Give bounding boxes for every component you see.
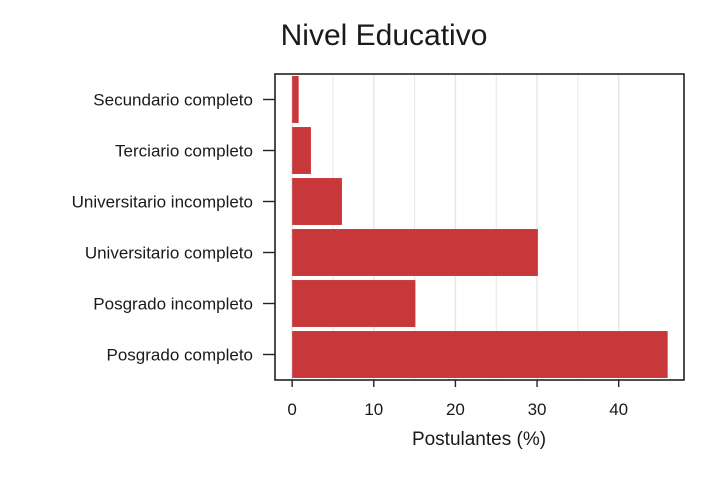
category-label: Secundario completo <box>93 91 253 110</box>
x-tick-label: 20 <box>446 400 465 419</box>
bars <box>292 76 668 378</box>
x-axis-title: Postulantes (%) <box>412 429 546 450</box>
x-tick-label: 10 <box>364 400 383 419</box>
x-tick-label: 40 <box>609 400 628 419</box>
category-label: Terciario completo <box>115 142 253 161</box>
x-tick-label: 0 <box>287 400 296 419</box>
bar <box>292 76 299 123</box>
bar <box>292 178 342 225</box>
category-label: Posgrado incompleto <box>93 295 253 314</box>
bar <box>292 331 668 378</box>
plot-frame <box>274 73 685 381</box>
bar <box>292 229 538 276</box>
bar <box>292 280 416 327</box>
x-axis: 0 10 20 30 40 <box>287 380 628 419</box>
x-tick-label: 30 <box>528 400 547 419</box>
category-label: Universitario incompleto <box>72 193 253 212</box>
grid-lines <box>291 74 620 380</box>
category-label: Posgrado completo <box>107 346 253 365</box>
y-axis: Secundario completo Terciario completo Uni… <box>72 91 275 365</box>
bar <box>292 127 311 174</box>
chart-title: Nivel Educativo <box>281 19 488 52</box>
category-label: Universitario completo <box>85 244 253 263</box>
